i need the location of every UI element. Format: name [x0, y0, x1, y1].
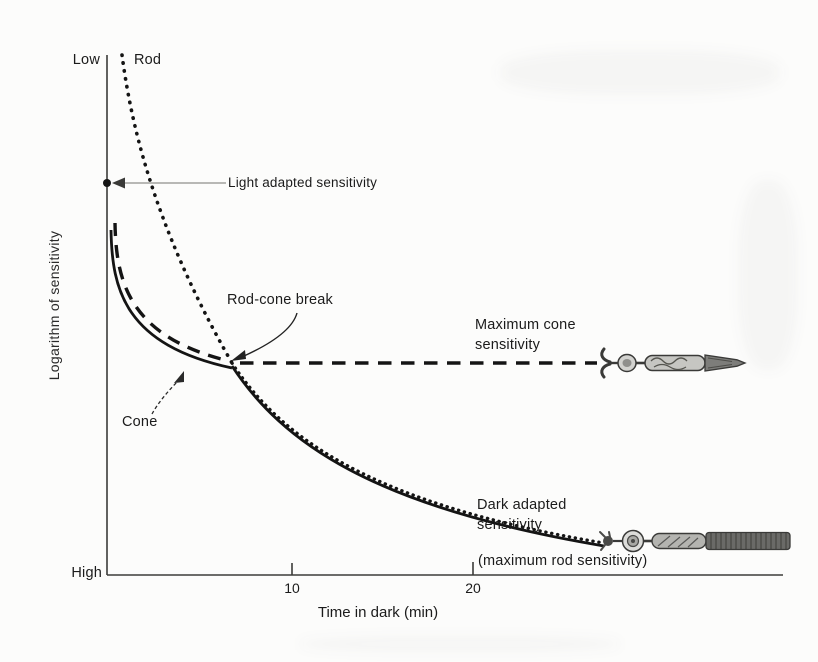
light-adapted-dot — [103, 179, 111, 187]
rod-cone-break-label: Rod-cone break — [227, 292, 333, 308]
light-adapted-label: Light adapted sensitivity — [228, 175, 378, 190]
cone-label-annotation — [151, 371, 184, 415]
dark-adapted-sensitivity-label: Dark adapted sensitivity — [477, 495, 566, 535]
light-adapted-arrowhead-icon — [112, 177, 125, 189]
axes — [106, 55, 783, 576]
cone-arrowhead-icon — [174, 371, 184, 383]
x-tick-label-20: 20 — [465, 580, 481, 596]
dark-adaptation-curve-solid — [230, 365, 605, 548]
x-tick-label-10: 10 — [284, 580, 300, 596]
y-axis-title: Logarithm of sensitivity — [46, 230, 62, 381]
cone-curve-solid — [109, 229, 233, 370]
cone-curve-dashed — [113, 222, 230, 363]
y-axis-bottom-label: High — [71, 565, 102, 581]
rod-photoreceptor-icon — [599, 529, 791, 553]
max-cone-line2: sensitivity — [475, 337, 541, 353]
x-axis-title: Time in dark (min) — [317, 604, 439, 621]
rod-cone-break-arrow-line — [243, 312, 298, 357]
cone-photoreceptor-icon — [600, 347, 747, 379]
rod-cone-break-arrowhead-icon — [231, 350, 246, 361]
max-cone-sensitivity-label: Maximum cone sensitivity — [475, 315, 576, 355]
rod-cone-break-annotation — [231, 312, 298, 361]
dark-adapted-line1: Dark adapted — [477, 497, 567, 513]
max-cone-line1: Maximum cone — [475, 317, 576, 333]
light-adapted-annotation — [103, 177, 226, 189]
rod-curve-dotted-upper — [120, 53, 234, 365]
rod-curve-dotted-lower — [230, 361, 606, 545]
cone-arrow-line — [151, 379, 180, 415]
dark-adapted-line2: sensitivity — [477, 517, 543, 533]
max-rod-sensitivity-label: (maximum rod sensitivity) — [478, 553, 648, 569]
y-axis-top-label: Low — [72, 52, 100, 68]
rod-curve-label: Rod — [134, 52, 162, 68]
cone-curve-label: Cone — [122, 414, 158, 430]
